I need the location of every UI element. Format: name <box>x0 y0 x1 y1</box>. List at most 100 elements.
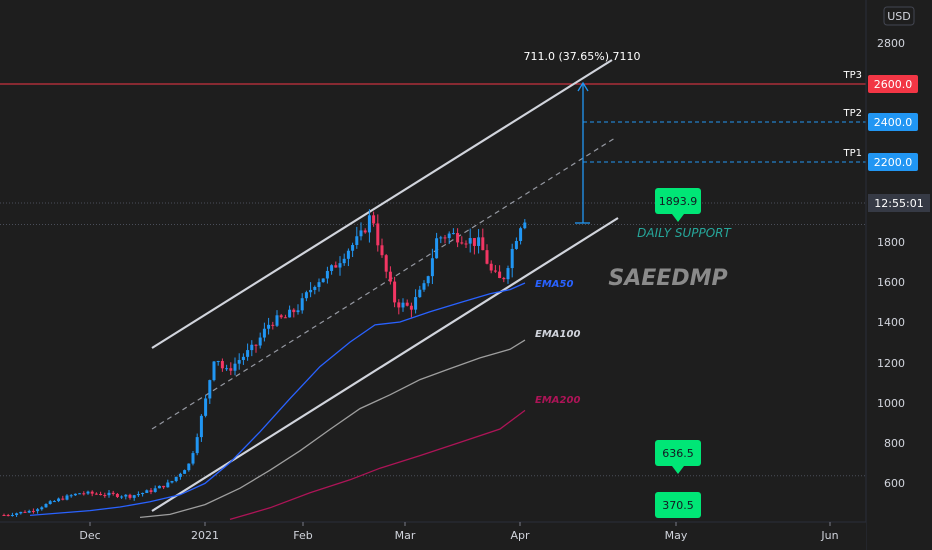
candle-body <box>225 368 229 370</box>
price-badge[interactable] <box>655 440 701 466</box>
time-axis-ticks: Dec 2021 Feb Mar Apr May Jun <box>79 522 839 542</box>
candle-body <box>443 237 447 239</box>
ema-line[interactable] <box>29 282 526 517</box>
tp-label: TP3 <box>842 70 862 81</box>
candle-body <box>48 501 52 505</box>
candle-body <box>393 281 397 303</box>
countdown-tag <box>868 194 930 212</box>
candle-body <box>69 495 73 497</box>
candle-body <box>309 289 313 293</box>
candle-body <box>439 237 443 239</box>
time-axis[interactable]: Dec 2021 Feb Mar Apr May Jun <box>0 521 866 550</box>
candle-body <box>519 228 523 241</box>
ema-label: EMA200 <box>535 395 580 406</box>
channel-mid-line[interactable] <box>151 137 616 430</box>
candle-body <box>388 271 392 282</box>
candle-body <box>10 515 14 517</box>
measure-tool[interactable] <box>575 81 590 224</box>
price-tick-label: 600 <box>884 477 905 490</box>
candle-body <box>31 510 35 512</box>
candle-body <box>128 494 132 498</box>
candle-body <box>514 240 518 249</box>
price-tick-label: 1400 <box>877 316 905 329</box>
candle-body <box>208 380 212 399</box>
candle-body <box>82 493 86 495</box>
candle-body <box>44 504 48 508</box>
candle-body <box>359 230 363 237</box>
arrow-up-icon <box>577 81 589 92</box>
candle-body <box>376 223 380 246</box>
ema-line[interactable] <box>229 409 526 521</box>
candle-body <box>397 302 401 308</box>
channel-upper-line[interactable] <box>151 59 613 349</box>
candle-body <box>254 344 258 346</box>
candle-body <box>141 492 145 495</box>
candle-body <box>447 233 451 239</box>
price-axis[interactable]: 6008001000120014001600180020002200240026… <box>865 0 932 550</box>
price-tags: 2600.0 2400.0 2200.0 12:55:01 <box>868 75 930 212</box>
candle-body <box>414 297 418 310</box>
candle-body <box>485 250 489 264</box>
price-tag-text: 2600.0 <box>874 78 913 91</box>
time-tick-label: Apr <box>510 529 530 542</box>
candle-body <box>401 302 405 308</box>
price-badge-text: 370.5 <box>662 499 694 512</box>
candle-body <box>338 263 342 268</box>
candle-body <box>90 491 94 494</box>
price-tick-label: 1600 <box>877 276 905 289</box>
candle-body <box>204 398 208 416</box>
candle-body <box>132 495 136 498</box>
candle-body <box>99 494 103 496</box>
currency-label: USD <box>887 10 911 23</box>
candle-body <box>178 473 182 477</box>
candle-body <box>288 309 292 318</box>
candle-body <box>233 363 237 371</box>
candlesticks <box>2 209 527 517</box>
price-tag <box>868 75 918 93</box>
daily-support-label: DAILY SUPPORT <box>637 226 732 240</box>
candle-body <box>115 493 119 497</box>
candle-body <box>187 463 191 471</box>
candle-body <box>422 283 426 290</box>
price-tag <box>868 153 918 171</box>
candle-body <box>384 255 388 272</box>
candle-body <box>19 511 23 514</box>
candle-body <box>342 258 346 264</box>
watermark-text: SAEEDMP <box>608 266 727 291</box>
ema-label: EMA100 <box>535 329 580 340</box>
candle-body <box>510 248 514 269</box>
candle-body <box>136 494 140 496</box>
candle-body <box>523 222 527 229</box>
time-tick-label: May <box>665 529 688 542</box>
price-badge[interactable] <box>655 492 701 518</box>
candle-body <box>111 492 115 494</box>
candle-body <box>300 298 304 311</box>
candle-body <box>78 493 82 495</box>
candle-body <box>317 282 321 287</box>
candle-body <box>162 485 166 488</box>
candle-body <box>502 278 506 280</box>
candle-body <box>86 491 90 494</box>
price-tick-label: 800 <box>884 437 905 450</box>
currency-button[interactable] <box>883 6 915 26</box>
candle-body <box>296 310 300 313</box>
candle-body <box>451 233 455 235</box>
candle-body <box>170 481 174 483</box>
candle-body <box>489 263 493 271</box>
countdown-text: 12:55:01 <box>874 197 923 210</box>
candle-body <box>149 490 153 492</box>
time-tick-label: Mar <box>395 529 416 542</box>
candle-body <box>262 328 266 338</box>
price-tick-label: 2800 <box>877 37 905 50</box>
candle-body <box>409 305 413 310</box>
candle-body <box>94 493 98 495</box>
candle-body <box>405 302 409 306</box>
price-badge[interactable] <box>655 188 701 214</box>
candle-body <box>195 437 199 454</box>
time-tick-label: Jun <box>820 529 838 542</box>
candle-body <box>477 237 481 246</box>
time-tick-label: Feb <box>293 529 312 542</box>
ema-line[interactable] <box>139 339 526 519</box>
candle-body <box>498 271 502 279</box>
